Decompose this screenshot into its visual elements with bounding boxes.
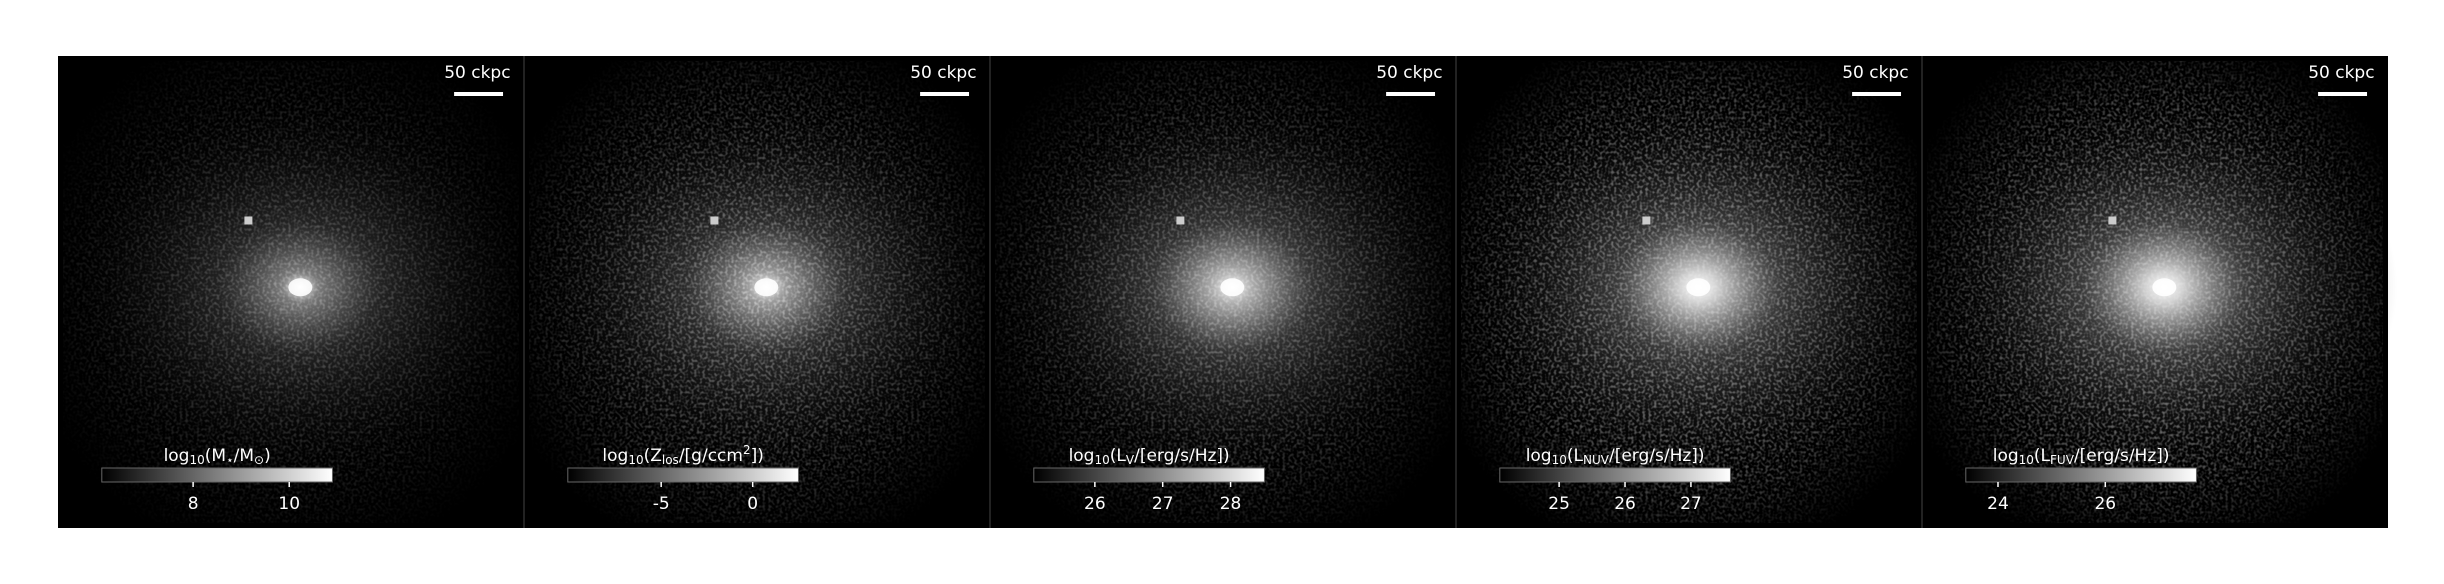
label-sub: 10	[2019, 453, 2034, 467]
label-part: ])	[751, 446, 764, 466]
colorbar	[101, 467, 333, 483]
label-sub: 10	[1094, 453, 1109, 467]
label-part: /[erg/s/Hz])	[1134, 446, 1230, 466]
label-part: (L	[2034, 446, 2051, 466]
colorbar-tick-label: 26	[1084, 494, 1106, 514]
galaxy-core	[2152, 278, 2177, 297]
colorbar-label: log10(M⋆/M⊙)	[164, 446, 271, 467]
colorbar-tick-label: 25	[1548, 494, 1570, 514]
satellite	[2108, 216, 2117, 225]
colorbar-tick-label: 26	[1614, 494, 1636, 514]
label-part: (M	[205, 446, 226, 466]
satellite	[1176, 216, 1185, 225]
colorbar-tick-label: -5	[653, 494, 670, 514]
label-part: (L	[1110, 446, 1127, 466]
label-sub: FUV	[2050, 453, 2075, 467]
colorbar-tick-label: 8	[188, 494, 199, 514]
scalebar	[454, 92, 504, 96]
label-part: (Z	[644, 446, 662, 466]
label-sub: V	[1126, 453, 1135, 467]
scalebar	[2318, 92, 2368, 96]
panel: 50 ckpc log10(LNUV/[erg/s/Hz]) 25 26 27	[1455, 56, 1932, 528]
label-part: /[erg/s/Hz])	[2074, 446, 2170, 466]
panel: 50 ckpc log10(LFUV/[erg/s/Hz]) 24 26	[1921, 56, 2398, 528]
satellite	[710, 216, 719, 225]
colorbar-label: log10(LFUV/[erg/s/Hz])	[1993, 446, 2170, 467]
colorbar-label: log10(LV/[erg/s/Hz])	[1069, 446, 1230, 467]
label-part: )	[264, 446, 271, 466]
scalebar-label: 50 ckpc	[910, 63, 976, 83]
colorbar-tick-label: 28	[1220, 494, 1242, 514]
label-sub: ⋆	[226, 453, 234, 467]
label-sub: NUV	[1583, 453, 1610, 467]
label-part: /M	[234, 446, 254, 466]
colorbar-tick-label: 10	[278, 494, 300, 514]
label-part: /[erg/s/Hz])	[1609, 446, 1705, 466]
label-part: /[g/ccm	[679, 446, 743, 466]
satellite	[244, 216, 253, 225]
label-part: log	[1993, 446, 2019, 466]
galaxy-core	[1220, 278, 1245, 297]
colorbar	[567, 467, 799, 483]
colorbar-tick-label: 27	[1680, 494, 1702, 514]
colorbar	[1965, 467, 2197, 483]
satellite	[1642, 216, 1651, 225]
panel: 50 ckpc log10(Zlos/[g/ccm2]) -5 0	[523, 56, 1000, 528]
scalebar	[1852, 92, 1902, 96]
scalebar-label: 50 ckpc	[444, 63, 510, 83]
scalebar	[920, 92, 970, 96]
panel: 50 ckpc log10(LV/[erg/s/Hz]) 26 27 28	[989, 56, 1466, 528]
colorbar	[1499, 467, 1731, 483]
scalebar-label: 50 ckpc	[1842, 63, 1908, 83]
galaxy-core	[754, 278, 779, 297]
label-part: log	[602, 446, 628, 466]
colorbar-tick-label: 27	[1152, 494, 1174, 514]
scalebar	[1386, 92, 1436, 96]
label-part: log	[164, 446, 190, 466]
galaxy-core	[1686, 278, 1711, 297]
label-part: log	[1069, 446, 1095, 466]
scalebar-label: 50 ckpc	[2308, 63, 2374, 83]
label-sub: ⊙	[254, 453, 264, 467]
label-sub: 10	[1552, 453, 1567, 467]
colorbar-tick-label: 26	[2094, 494, 2116, 514]
label-sub: 10	[189, 453, 204, 467]
label-sub: los	[662, 453, 679, 467]
label-part: (L	[1567, 446, 1584, 466]
label-sub: 10	[628, 453, 643, 467]
galaxy-core	[288, 278, 313, 297]
colorbar-label: log10(LNUV/[erg/s/Hz])	[1526, 446, 1705, 467]
colorbar	[1033, 467, 1265, 483]
label-sup: 2	[743, 443, 751, 457]
colorbar-label: log10(Zlos/[g/ccm2])	[602, 443, 763, 467]
colorbar-tick-label: 0	[747, 494, 758, 514]
scalebar-label: 50 ckpc	[1376, 63, 1442, 83]
label-part: log	[1526, 446, 1552, 466]
colorbar-tick-label: 24	[1987, 494, 2009, 514]
